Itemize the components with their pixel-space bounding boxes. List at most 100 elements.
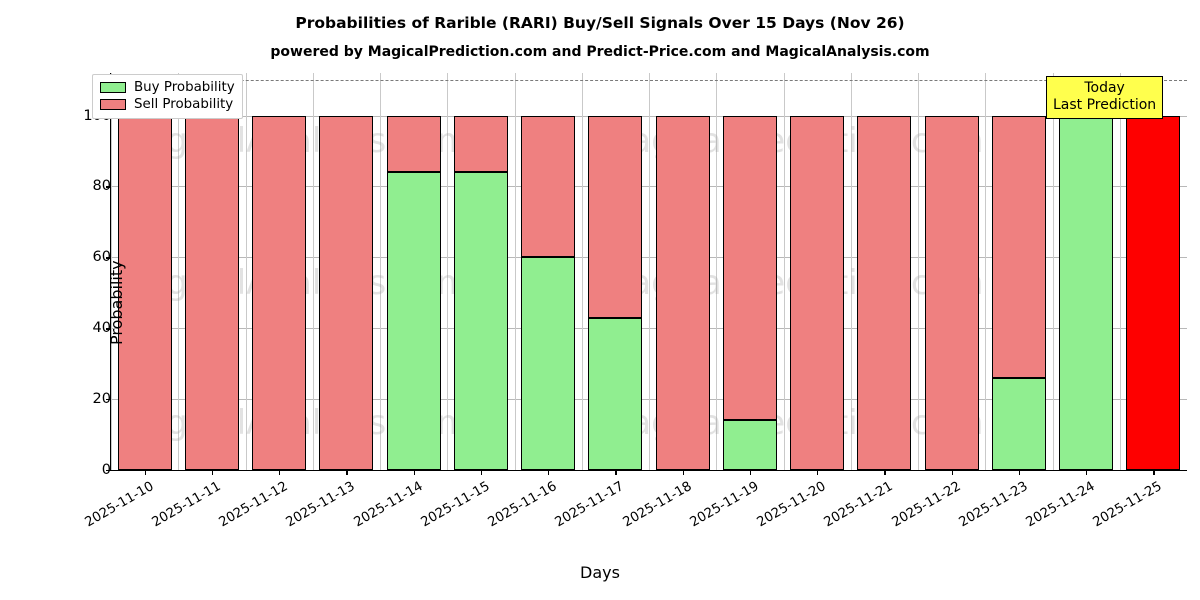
bar-segment-sell[interactable] <box>386 115 441 173</box>
bar-2025-11-21[interactable] <box>857 73 912 470</box>
bar-segment-sell[interactable] <box>790 115 845 470</box>
bar-segment-sell[interactable] <box>117 115 172 470</box>
chart-title: Probabilities of Rarible (RARI) Buy/Sell… <box>295 14 905 32</box>
bar-2025-11-23[interactable] <box>991 73 1046 470</box>
bar-segment-sell[interactable] <box>252 115 307 470</box>
legend-swatch-sell <box>100 99 126 110</box>
gridline-x-1 <box>178 73 180 470</box>
bar-2025-11-18[interactable] <box>655 73 710 470</box>
x-tick-label-2025-11-25: 2025-11-25 <box>1091 479 1165 531</box>
y-tick-label-40: 40 <box>92 320 111 337</box>
bar-2025-11-24[interactable] <box>1059 73 1114 470</box>
x-tick-mark-2025-11-21 <box>884 470 886 475</box>
bar-segment-sell[interactable] <box>924 115 979 470</box>
x-tick-mark-2025-11-11 <box>211 470 214 475</box>
x-tick-mark-2025-11-24 <box>1086 470 1088 475</box>
x-tick-mark-2025-11-13 <box>346 470 348 475</box>
x-tick-label-2025-11-24: 2025-11-24 <box>1023 479 1098 531</box>
bar-2025-11-22[interactable] <box>924 73 979 470</box>
today-annotation-line1: Today <box>1084 80 1125 96</box>
bar-segment-sell[interactable] <box>722 115 777 421</box>
bar-2025-11-17[interactable] <box>588 73 643 470</box>
bar-segment-sell[interactable] <box>453 115 508 173</box>
legend-swatch-buy <box>100 82 126 93</box>
x-tick-label-2025-11-13: 2025-11-13 <box>284 479 358 531</box>
bar-2025-11-19[interactable] <box>722 73 777 470</box>
x-tick-label-2025-11-20: 2025-11-20 <box>754 479 829 531</box>
y-axis-label: Probability <box>107 260 126 345</box>
gridline-x-15 <box>1119 73 1121 470</box>
x-tick-label-2025-11-16: 2025-11-16 <box>485 479 560 531</box>
y-tick-label-0: 0 <box>101 462 111 478</box>
legend-label-buy: Buy Probability <box>134 80 235 95</box>
x-tick-mark-2025-11-18 <box>682 470 684 475</box>
bar-2025-11-15[interactable] <box>453 73 508 470</box>
bar-segment-buy[interactable] <box>386 172 441 470</box>
gridline-x-2 <box>245 73 247 470</box>
x-tick-label-2025-11-18: 2025-11-18 <box>620 479 695 531</box>
x-tick-mark-2025-11-12 <box>279 470 281 475</box>
x-tick-mark-2025-11-14 <box>413 470 415 475</box>
bar-segment-buy[interactable] <box>521 257 576 470</box>
bar-segment-buy[interactable] <box>588 317 643 470</box>
y-tick-label-20: 20 <box>92 391 111 408</box>
y-tick-mark-20 <box>106 399 111 401</box>
y-tick-label-60: 60 <box>92 249 111 266</box>
chart-legend: Buy Probability Sell Probability <box>92 74 243 119</box>
gridline-x-14 <box>1052 73 1054 470</box>
gridline-x-10 <box>783 73 785 470</box>
x-tick-mark-2025-11-20 <box>817 470 819 475</box>
bar-2025-11-11[interactable] <box>184 73 239 470</box>
reference-dashed-line <box>111 80 1187 82</box>
plot-area: MagicalAnalysis.comMagicalPrediction.com… <box>82 73 1187 530</box>
bar-segment-buy[interactable] <box>453 172 508 470</box>
x-axis-label: Days <box>580 563 620 582</box>
bar-segment-sell[interactable] <box>857 115 912 470</box>
bar-2025-11-16[interactable] <box>521 73 576 470</box>
gridline-x-4 <box>380 73 381 470</box>
x-tick-label-2025-11-19: 2025-11-19 <box>687 479 762 531</box>
x-tick-label-2025-11-11: 2025-11-11 <box>149 479 224 531</box>
x-tick-label-2025-11-15: 2025-11-15 <box>418 479 493 531</box>
bar-2025-11-20[interactable] <box>790 73 845 470</box>
y-tick-mark-80 <box>106 186 111 188</box>
bar-segment-sell[interactable] <box>319 115 374 470</box>
x-tick-label-2025-11-21: 2025-11-21 <box>822 479 896 531</box>
x-tick-mark-2025-11-16 <box>548 470 550 475</box>
today-annotation-line2: Last Prediction <box>1053 97 1157 113</box>
x-tick-label-2025-11-17: 2025-11-17 <box>553 479 627 531</box>
bar-segment-sell[interactable] <box>184 115 239 470</box>
x-tick-label-2025-11-22: 2025-11-22 <box>889 479 964 531</box>
gridline-x-0 <box>111 73 112 470</box>
bar-segment-buy[interactable] <box>722 420 777 470</box>
bar-2025-11-10[interactable] <box>117 73 172 470</box>
grid-layer <box>111 73 1187 470</box>
x-tick-mark-2025-11-25 <box>1153 470 1155 475</box>
bar-segment-sell[interactable] <box>588 115 643 318</box>
x-tick-mark-2025-11-17 <box>615 470 617 475</box>
x-tick-mark-2025-11-15 <box>480 470 483 475</box>
x-tick-mark-2025-11-23 <box>1018 470 1021 475</box>
x-tick-mark-2025-11-22 <box>951 470 953 475</box>
x-tick-label-2025-11-23: 2025-11-23 <box>956 479 1031 531</box>
bar-segment-today-sell[interactable] <box>1126 115 1181 470</box>
gridline-x-5 <box>447 73 449 470</box>
bar-segment-sell[interactable] <box>521 115 576 258</box>
x-tick-label-2025-11-14: 2025-11-14 <box>351 479 426 531</box>
bar-2025-11-12[interactable] <box>252 73 307 470</box>
x-tick-label-2025-11-10: 2025-11-10 <box>82 479 157 531</box>
gridline-x-11 <box>850 73 852 470</box>
bar-segment-buy[interactable] <box>1059 115 1114 470</box>
x-tick-label-2025-11-12: 2025-11-12 <box>216 479 291 531</box>
gridline-x-7 <box>581 73 583 470</box>
bar-2025-11-13[interactable] <box>319 73 374 470</box>
bar-2025-11-25[interactable] <box>1126 73 1181 470</box>
bar-2025-11-14[interactable] <box>386 73 441 470</box>
gridline-x-12 <box>918 73 919 470</box>
bar-segment-sell[interactable] <box>655 115 710 470</box>
today-annotation: Today Last Prediction <box>1046 76 1164 119</box>
bar-segment-buy[interactable] <box>991 377 1046 470</box>
bar-segment-sell[interactable] <box>991 115 1046 378</box>
x-tick-mark-2025-11-19 <box>749 470 752 475</box>
x-tick-mark-2025-11-10 <box>144 470 146 475</box>
